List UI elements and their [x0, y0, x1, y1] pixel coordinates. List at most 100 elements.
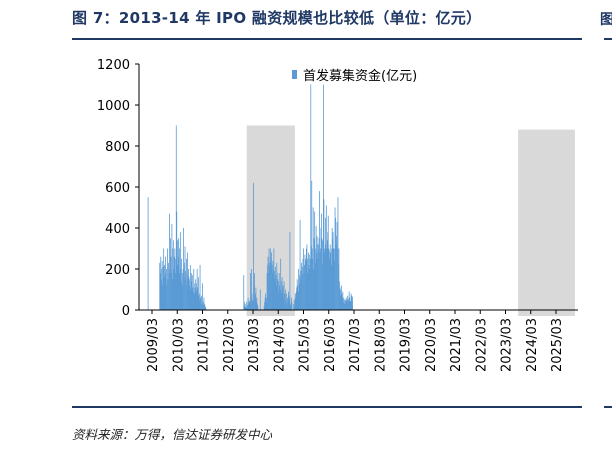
bar: [249, 303, 251, 310]
bar: [305, 258, 306, 310]
bar: [347, 298, 349, 310]
bar: [253, 283, 255, 310]
bar: [337, 248, 338, 310]
bar: [348, 291, 350, 310]
bar: [197, 287, 199, 310]
bar: [171, 273, 172, 310]
bar: [332, 232, 334, 310]
bar: [344, 303, 346, 310]
x-tick-label: 2013/03: [247, 318, 262, 372]
bar: [203, 297, 205, 310]
bar: [339, 281, 340, 310]
bar: [318, 250, 319, 310]
bar: [189, 264, 191, 310]
bar: [304, 254, 306, 310]
bar: [244, 303, 246, 310]
bar: [169, 213, 170, 310]
bar: [167, 248, 168, 310]
bar: [341, 297, 343, 310]
bar: [163, 277, 165, 310]
bar: [351, 295, 352, 310]
bar: [162, 266, 164, 310]
bar: [259, 289, 261, 310]
bar: [289, 303, 291, 310]
bar: [296, 279, 298, 310]
bar: [244, 305, 246, 310]
bar: [269, 262, 271, 310]
bar: [198, 277, 200, 310]
bar: [321, 213, 322, 310]
x-tick-label: 2023/03: [500, 318, 515, 372]
bar: [306, 258, 308, 310]
bar: [189, 285, 191, 310]
bar: [270, 258, 272, 310]
bar: [333, 248, 334, 310]
bar: [315, 225, 317, 310]
bar: [284, 293, 285, 310]
bar: [349, 300, 351, 310]
bar: [255, 287, 257, 310]
bar: [182, 273, 183, 310]
bar: [243, 301, 245, 310]
bar: [272, 269, 274, 310]
bar: [195, 283, 197, 310]
legend-label: 首发募集资金(亿元): [303, 68, 417, 84]
bar: [290, 305, 292, 310]
bar: [308, 254, 310, 310]
bar: [345, 301, 347, 310]
bar: [295, 291, 297, 310]
bar: [159, 273, 161, 310]
bar: [197, 295, 199, 310]
bar: [184, 262, 185, 310]
bar: [181, 258, 183, 310]
bar: [349, 297, 351, 310]
bar: [271, 264, 273, 310]
y-tick-label: 600: [105, 181, 130, 196]
bar: [315, 262, 317, 310]
bar: [169, 269, 171, 310]
bar: [183, 228, 184, 310]
bar: [311, 180, 313, 310]
bar: [281, 293, 283, 310]
bar: [268, 248, 270, 310]
bar: [181, 285, 183, 310]
bar: [319, 252, 321, 310]
bar: [191, 275, 193, 310]
bar: [191, 281, 193, 310]
bar: [300, 277, 301, 310]
bar: [166, 269, 167, 310]
bar: [245, 306, 247, 310]
bar: [345, 297, 347, 310]
bar: [285, 289, 286, 310]
bar: [276, 273, 278, 310]
bar: [188, 269, 189, 310]
bar: [147, 197, 149, 310]
bar: [280, 281, 282, 310]
x-tick-label: 2024/03: [525, 318, 540, 372]
bar: [342, 291, 344, 310]
bar: [346, 299, 348, 310]
bar: [314, 248, 316, 310]
bar: [167, 281, 169, 310]
bar: [163, 248, 165, 310]
bar: [331, 248, 333, 310]
bar: [190, 289, 192, 310]
bar: [324, 252, 326, 310]
x-tick-label: 2015/03: [298, 318, 313, 372]
shaded-periods: [246, 125, 575, 316]
bar: [195, 279, 197, 310]
bar: [168, 262, 169, 310]
bar: [176, 211, 178, 310]
x-tick-label: 2014/03: [272, 318, 287, 372]
bar: [179, 269, 181, 310]
bar: [306, 244, 308, 310]
bar: [297, 291, 299, 310]
bar: [318, 238, 320, 310]
bar: [187, 252, 188, 310]
bar: [253, 182, 254, 310]
bar: [336, 236, 337, 310]
bar: [245, 307, 247, 310]
bar: [288, 291, 289, 310]
x-tick-label: 2016/03: [323, 318, 338, 372]
